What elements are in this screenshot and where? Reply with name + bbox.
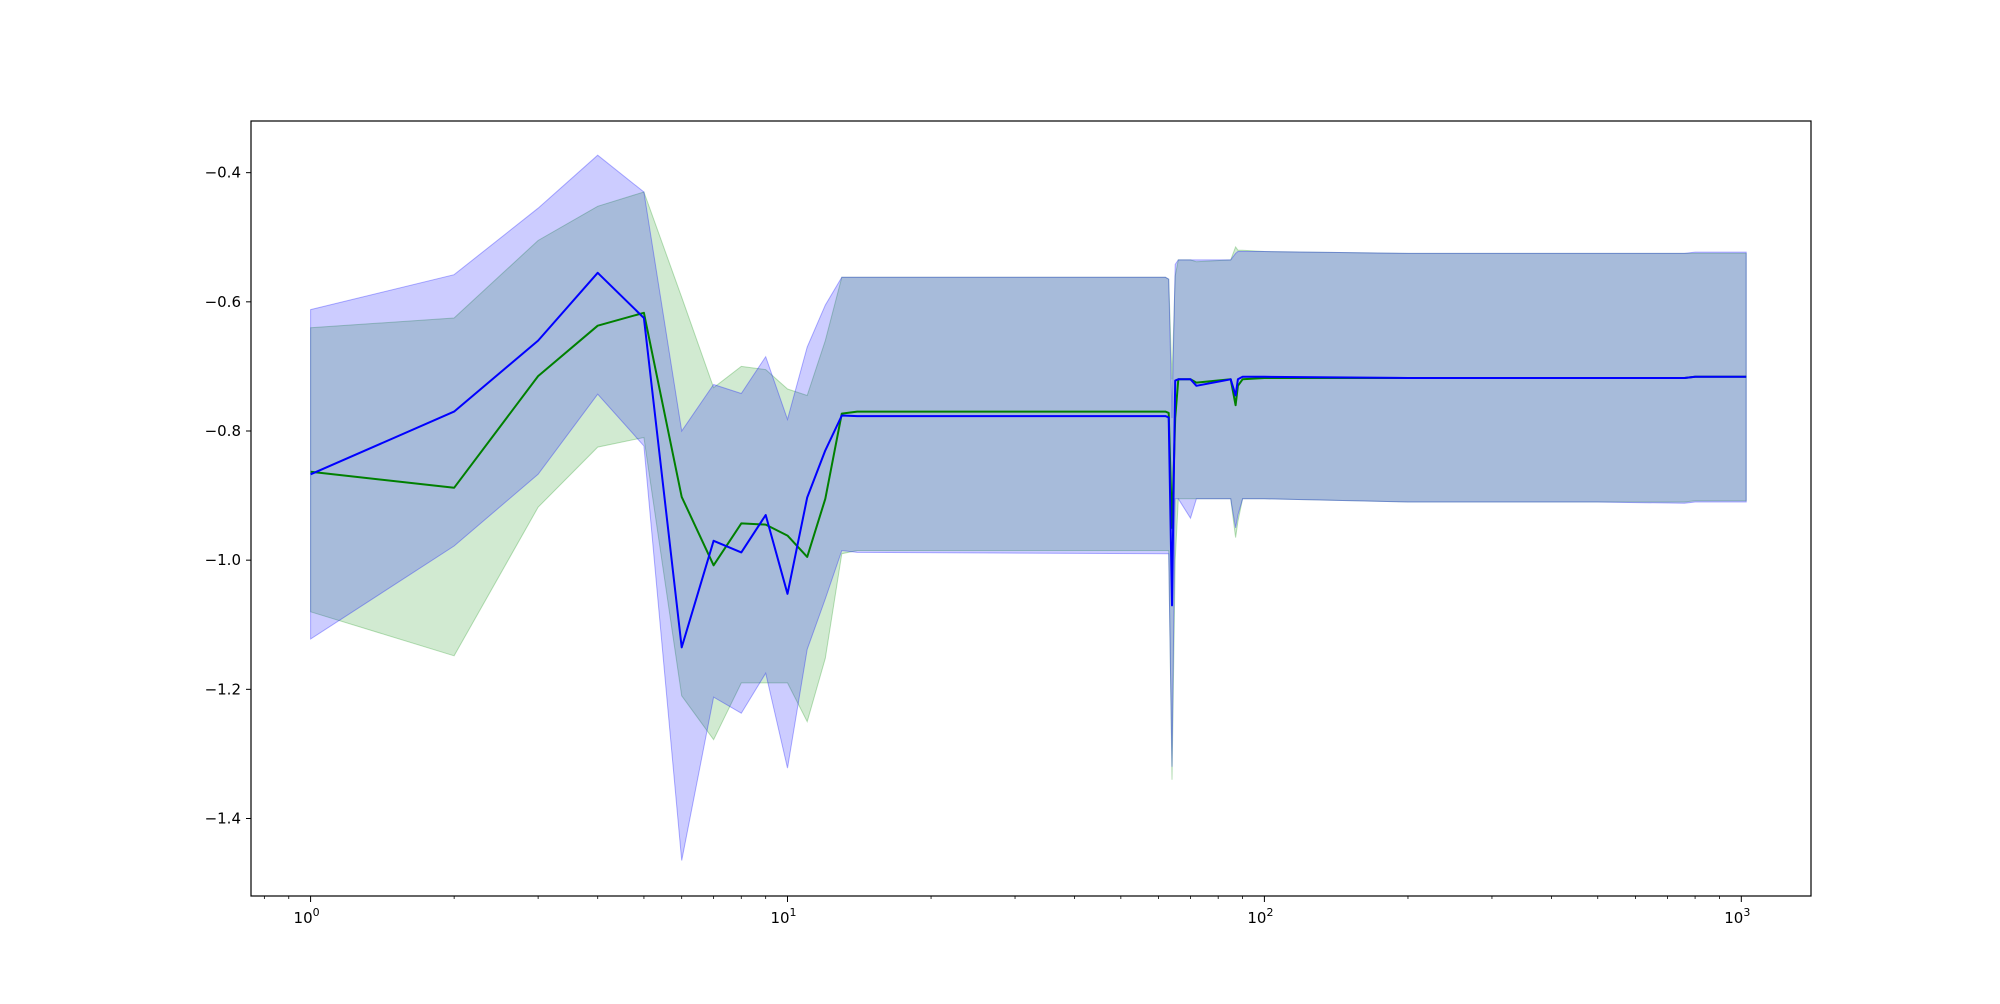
series-2-line: [310, 271, 1747, 649]
x-tick-label: 100: [294, 906, 320, 927]
x-tick-label: 101: [770, 906, 796, 927]
plot-area: [310, 154, 1747, 861]
x-tick-label: 103: [1724, 906, 1750, 927]
y-tick-label: −1.0: [205, 551, 241, 569]
series-2-band: [310, 154, 1747, 861]
y-tick-label: −1.4: [205, 810, 241, 828]
y-tick-label: −0.8: [205, 422, 241, 440]
y-tick-label: −1.2: [205, 680, 241, 698]
series-1-band: [310, 191, 1747, 780]
x-tick-label: 102: [1247, 906, 1273, 927]
axes-frame: [250, 120, 1812, 897]
y-tick-label: −0.6: [205, 293, 241, 311]
series-1-line: [310, 311, 1747, 567]
y-tick-label: −0.4: [205, 164, 241, 182]
axes: −0.4 −0.6 −0.8 −1.0 −1.2 −1.4 100 101 102 103: [205, 164, 1751, 927]
